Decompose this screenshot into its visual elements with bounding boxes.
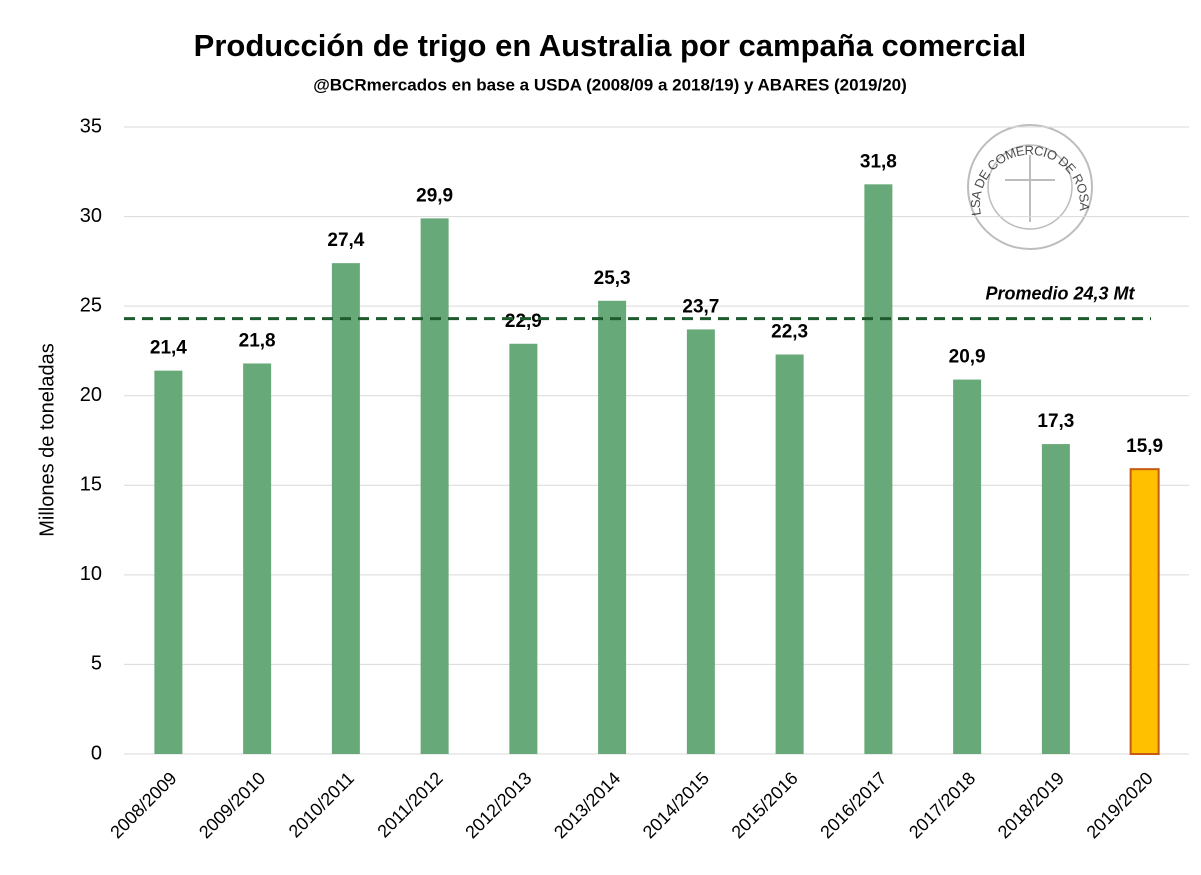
x-tick-label: 2014/2015 bbox=[639, 768, 713, 842]
y-tick-label: 5 bbox=[91, 653, 102, 675]
chart-subtitle: @BCRmercados en base a USDA (2008/09 a 2… bbox=[313, 75, 907, 94]
logo-ring bbox=[987, 144, 1073, 230]
chart-title: Producción de trigo en Australia por cam… bbox=[194, 28, 1027, 63]
bar bbox=[775, 354, 804, 754]
x-tick-label: 2009/2010 bbox=[195, 768, 269, 842]
logo bbox=[967, 124, 1093, 250]
data-label: 21,4 bbox=[150, 338, 187, 359]
y-tick-label: 20 bbox=[80, 384, 102, 406]
x-tick-label: 2008/2009 bbox=[106, 768, 180, 842]
y-tick-label: 10 bbox=[80, 563, 102, 585]
data-label: 22,9 bbox=[505, 311, 542, 332]
bar bbox=[243, 363, 272, 754]
bar bbox=[598, 300, 627, 754]
x-tick-label: 2016/2017 bbox=[816, 768, 890, 842]
bar bbox=[864, 184, 893, 755]
x-tick-label: 2017/2018 bbox=[905, 768, 979, 842]
y-tick-label: 30 bbox=[80, 205, 102, 227]
bar bbox=[509, 343, 538, 754]
data-label: 31,8 bbox=[860, 151, 897, 172]
bar bbox=[1129, 468, 1160, 755]
average-label: Promedio 24,3 Mt bbox=[985, 283, 1135, 303]
data-label: 22,3 bbox=[771, 322, 808, 343]
y-tick-label: 15 bbox=[80, 474, 102, 496]
x-tick-label: 2019/2020 bbox=[1082, 768, 1156, 842]
bar bbox=[331, 263, 360, 754]
data-label: 29,9 bbox=[416, 185, 453, 206]
x-tick-label: 2018/2019 bbox=[994, 768, 1068, 842]
x-tick-label: 2011/2012 bbox=[373, 768, 446, 841]
data-label: 23,7 bbox=[682, 296, 719, 317]
y-tick-label: 0 bbox=[91, 742, 102, 764]
x-tick-label: 2012/2013 bbox=[461, 768, 535, 842]
x-tick-label: 2013/2014 bbox=[550, 768, 624, 842]
data-label: 21,8 bbox=[239, 330, 276, 351]
bar bbox=[953, 379, 982, 754]
data-label: 20,9 bbox=[949, 347, 986, 368]
bar bbox=[420, 218, 449, 754]
data-label: 17,3 bbox=[1037, 411, 1074, 432]
data-label: 15,9 bbox=[1126, 436, 1163, 457]
data-label: 25,3 bbox=[594, 268, 631, 289]
y-tick-label: 35 bbox=[80, 115, 102, 137]
y-axis-label: Millones de toneladas bbox=[36, 343, 58, 536]
bar bbox=[1041, 444, 1070, 754]
data-label: 27,4 bbox=[327, 230, 364, 251]
x-tick-label: 2015/2016 bbox=[727, 768, 801, 842]
logo-ring bbox=[967, 124, 1093, 250]
bar bbox=[686, 329, 715, 754]
bar bbox=[154, 370, 183, 754]
x-tick-label: 2010/2011 bbox=[285, 768, 358, 841]
y-tick-label: 25 bbox=[80, 294, 102, 316]
